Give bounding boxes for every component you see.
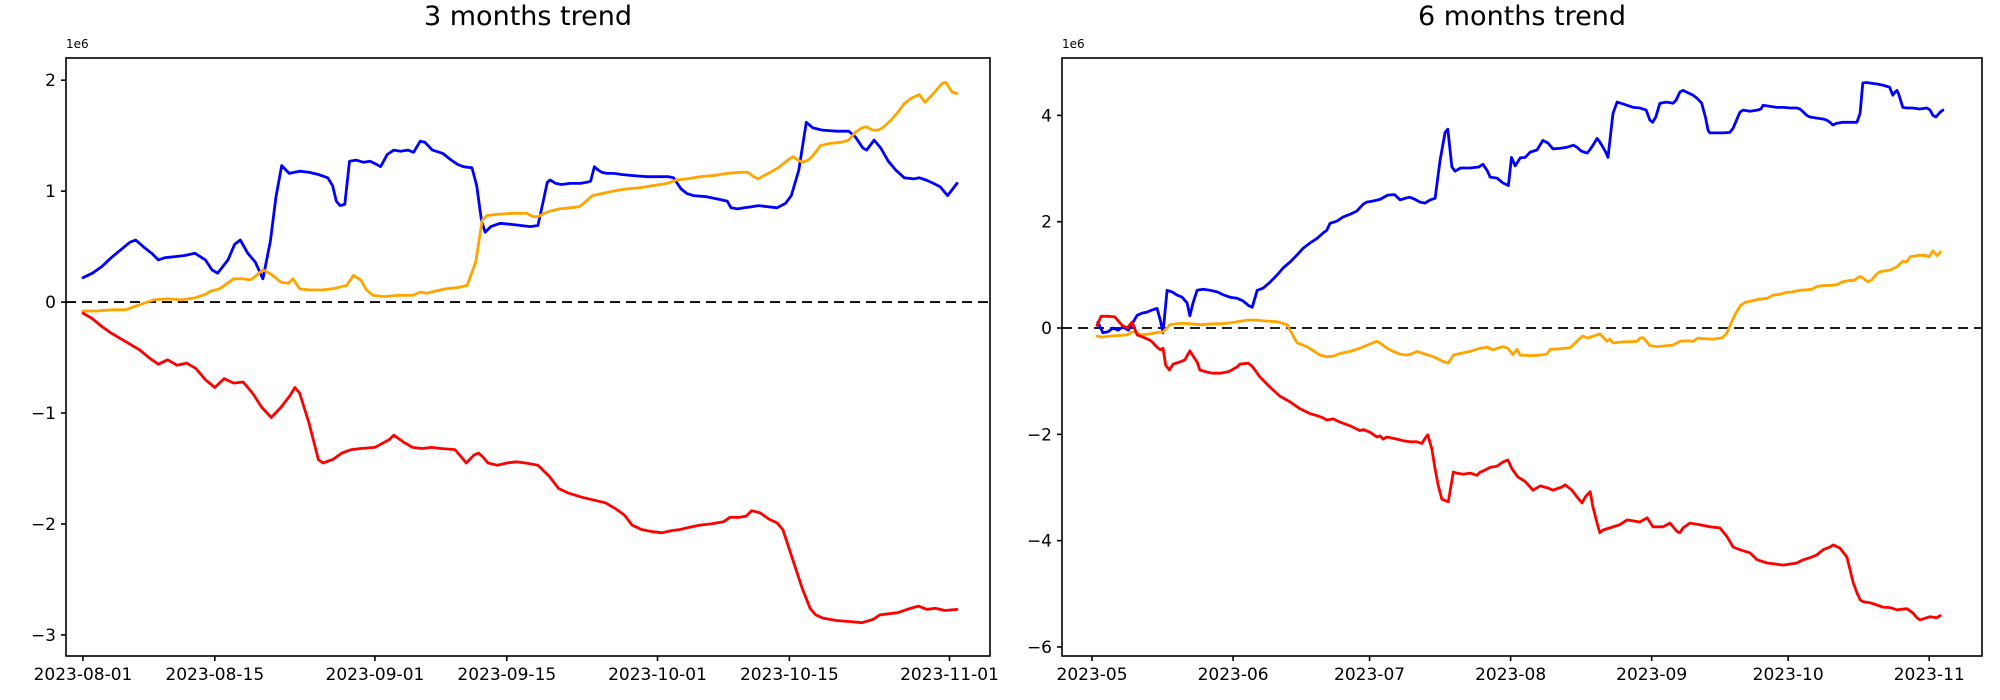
x-tick-label: 2023-06 <box>1198 665 1269 685</box>
series-blue-line <box>81 120 959 281</box>
series-blue-line <box>1096 81 1945 335</box>
axes-spines <box>1061 57 1983 657</box>
x-tick-label: 2023-10-01 <box>608 665 707 685</box>
y-tick-label: 1 <box>45 182 56 202</box>
y-tick-label: 4 <box>1041 106 1052 126</box>
axes-spines <box>65 57 991 657</box>
series-orange-line <box>81 80 959 313</box>
y-tick-label: −4 <box>1027 532 1052 552</box>
chart-6-months-trend: 6 months trend 1e6 2023-05 2023-06 2023-07… <box>1000 0 2000 700</box>
y-tick-label: 0 <box>1041 319 1052 339</box>
y-tick-label: 0 <box>45 293 56 313</box>
series-red-line <box>1095 314 1942 622</box>
series-red-line <box>81 311 959 625</box>
x-tick-label: 2023-08 <box>1475 665 1546 685</box>
x-tick-label: 2023-09-15 <box>457 665 556 685</box>
x-tick-label: 2023-10 <box>1753 665 1824 685</box>
y-axis-offset-label: 1e6 <box>1062 37 1085 51</box>
plot-area: 2023-05 2023-06 2023-07 2023-08 2023-09 2023-… <box>1027 57 1983 685</box>
y-tick-label: −2 <box>31 515 56 535</box>
chart-3-months-trend: 3 months trend 1e6 2023-08-01 2023-08-15 2… <box>31 1 999 685</box>
series-orange-line <box>1095 249 1942 365</box>
y-tick-label: −1 <box>31 404 56 424</box>
y-tick-label: 2 <box>45 71 56 91</box>
y-tick-label: −2 <box>1027 425 1052 445</box>
chart-title: 6 months trend <box>1418 1 1626 32</box>
y-tick-label: −3 <box>31 626 56 646</box>
y-tick-label: 2 <box>1041 213 1052 233</box>
x-tick-label: 2023-09 <box>1616 665 1687 685</box>
x-tick-label: 2023-08-15 <box>165 665 264 685</box>
plot-area: 2023-08-01 2023-08-15 2023-09-01 2023-09-15… <box>31 57 999 685</box>
y-tick-label: −6 <box>1027 638 1052 658</box>
x-tick-label: 2023-09-01 <box>326 665 425 685</box>
x-tick-label: 2023-08-01 <box>34 665 133 685</box>
x-tick-label: 2023-11-01 <box>900 665 999 685</box>
x-tick-label: 2023-11 <box>1894 665 1965 685</box>
x-tick-label: 2023-07 <box>1334 665 1405 685</box>
x-tick-label: 2023-10-15 <box>740 665 839 685</box>
chart-title: 3 months trend <box>424 1 632 32</box>
x-tick-label: 2023-05 <box>1057 665 1128 685</box>
y-axis-offset-label: 1e6 <box>66 37 89 51</box>
